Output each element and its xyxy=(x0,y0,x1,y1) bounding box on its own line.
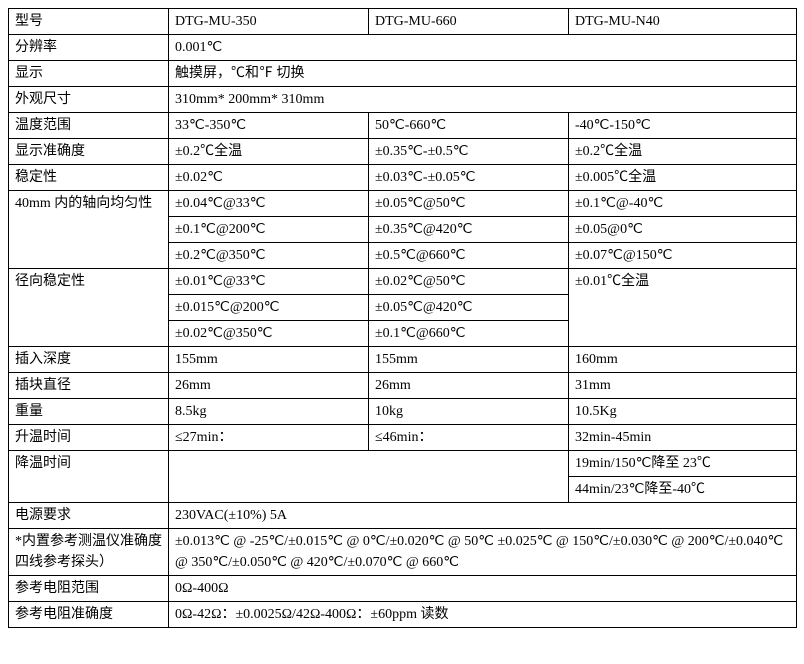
cell: 0Ω-400Ω xyxy=(169,576,797,602)
cell: ±0.02℃@350℃ xyxy=(169,321,369,347)
cell: 32min-45min xyxy=(569,425,797,451)
cell: 10.5Kg xyxy=(569,399,797,425)
table-row: 插块直径 26mm 26mm 31mm xyxy=(9,373,797,399)
cell: ±0.5℃@660℃ xyxy=(369,243,569,269)
cell: 10kg xyxy=(369,399,569,425)
cell: ±0.05@0℃ xyxy=(569,217,797,243)
cell: 触摸屏，℃和℉ 切换 xyxy=(169,61,797,87)
cell: -40℃-150℃ xyxy=(569,113,797,139)
table-row: 电源要求 230VAC(±10%) 5A xyxy=(9,503,797,529)
table-row: 温度范围 33℃-350℃ 50℃-660℃ -40℃-150℃ xyxy=(9,113,797,139)
label-ref-resistance-range: 参考电阻范围 xyxy=(9,576,169,602)
cell xyxy=(169,451,569,503)
table-row: 降温时间 19min/150℃降至 23℃ xyxy=(9,451,797,477)
label-cooling-time: 降温时间 xyxy=(9,451,169,503)
label-heating-time: 升温时间 xyxy=(9,425,169,451)
cell: 0.001℃ xyxy=(169,35,797,61)
label-radial-stability: 径向稳定性 xyxy=(9,269,169,347)
cell: 26mm xyxy=(369,373,569,399)
label-axial-uniformity: 40mm 内的轴向均匀性 xyxy=(9,191,169,269)
cell: ±0.015℃@200℃ xyxy=(169,295,369,321)
label-power: 电源要求 xyxy=(9,503,169,529)
cell: ±0.01℃全温 xyxy=(569,269,797,347)
cell: ≤27min： xyxy=(169,425,369,451)
label-ref-probe: *内置参考测温仪准确度四线参考探头） xyxy=(9,529,169,576)
spec-table: 型号 DTG-MU-350 DTG-MU-660 DTG-MU-N40 分辨率 … xyxy=(8,8,797,628)
cell: ±0.02℃ xyxy=(169,165,369,191)
cell: 310mm* 200mm* 310mm xyxy=(169,87,797,113)
label-stability: 稳定性 xyxy=(9,165,169,191)
cell: 160mm xyxy=(569,347,797,373)
table-row: 显示准确度 ±0.2℃全温 ±0.35℃-±0.5℃ ±0.2℃全温 xyxy=(9,139,797,165)
cell: ±0.07℃@150℃ xyxy=(569,243,797,269)
cell: 230VAC(±10%) 5A xyxy=(169,503,797,529)
cell: ±0.35℃-±0.5℃ xyxy=(369,139,569,165)
cell: ±0.35℃@420℃ xyxy=(369,217,569,243)
cell: DTG-MU-N40 xyxy=(569,9,797,35)
cell: ±0.2℃全温 xyxy=(169,139,369,165)
table-row: 40mm 内的轴向均匀性 ±0.04℃@33℃ ±0.05℃@50℃ ±0.1℃… xyxy=(9,191,797,217)
table-row: 参考电阻范围 0Ω-400Ω xyxy=(9,576,797,602)
table-row: 分辨率 0.001℃ xyxy=(9,35,797,61)
table-row: 显示 触摸屏，℃和℉ 切换 xyxy=(9,61,797,87)
cell: ±0.1℃@-40℃ xyxy=(569,191,797,217)
label-ref-resistance-accuracy: 参考电阻准确度 xyxy=(9,602,169,628)
cell: ±0.005℃全温 xyxy=(569,165,797,191)
label-block-diameter: 插块直径 xyxy=(9,373,169,399)
table-row: 稳定性 ±0.02℃ ±0.03℃-±0.05℃ ±0.005℃全温 xyxy=(9,165,797,191)
label-resolution: 分辨率 xyxy=(9,35,169,61)
label-weight: 重量 xyxy=(9,399,169,425)
table-row: *内置参考测温仪准确度四线参考探头） ±0.013℃ @ -25℃/±0.015… xyxy=(9,529,797,576)
cell: 26mm xyxy=(169,373,369,399)
label-display: 显示 xyxy=(9,61,169,87)
table-row: 参考电阻准确度 0Ω-42Ω：±0.0025Ω/42Ω-400Ω：±60ppm … xyxy=(9,602,797,628)
cell: DTG-MU-660 xyxy=(369,9,569,35)
cell: ±0.2℃全温 xyxy=(569,139,797,165)
cell: 155mm xyxy=(169,347,369,373)
cell: 8.5kg xyxy=(169,399,369,425)
cell: 0Ω-42Ω：±0.0025Ω/42Ω-400Ω：±60ppm 读数 xyxy=(169,602,797,628)
table-row: 重量 8.5kg 10kg 10.5Kg xyxy=(9,399,797,425)
label-insertion-depth: 插入深度 xyxy=(9,347,169,373)
cell: ≤46min： xyxy=(369,425,569,451)
cell: ±0.013℃ @ -25℃/±0.015℃ @ 0℃/±0.020℃ @ 50… xyxy=(169,529,797,576)
table-row: 插入深度 155mm 155mm 160mm xyxy=(9,347,797,373)
cell: DTG-MU-350 xyxy=(169,9,369,35)
table-row: 升温时间 ≤27min： ≤46min： 32min-45min xyxy=(9,425,797,451)
cell: ±0.02℃@50℃ xyxy=(369,269,569,295)
cell: ±0.05℃@50℃ xyxy=(369,191,569,217)
cell: ±0.2℃@350℃ xyxy=(169,243,369,269)
cell: ±0.03℃-±0.05℃ xyxy=(369,165,569,191)
cell: ±0.01℃@33℃ xyxy=(169,269,369,295)
table-row: 外观尺寸 310mm* 200mm* 310mm xyxy=(9,87,797,113)
table-row: 径向稳定性 ±0.01℃@33℃ ±0.02℃@50℃ ±0.01℃全温 xyxy=(9,269,797,295)
label-temperature-range: 温度范围 xyxy=(9,113,169,139)
table-row: 型号 DTG-MU-350 DTG-MU-660 DTG-MU-N40 xyxy=(9,9,797,35)
cell: 33℃-350℃ xyxy=(169,113,369,139)
label-model: 型号 xyxy=(9,9,169,35)
cell: ±0.04℃@33℃ xyxy=(169,191,369,217)
cell: 155mm xyxy=(369,347,569,373)
label-display-accuracy: 显示准确度 xyxy=(9,139,169,165)
label-dimensions: 外观尺寸 xyxy=(9,87,169,113)
cell: ±0.05℃@420℃ xyxy=(369,295,569,321)
cell: ±0.1℃@200℃ xyxy=(169,217,369,243)
cell: 31mm xyxy=(569,373,797,399)
cell: ±0.1℃@660℃ xyxy=(369,321,569,347)
cell: 19min/150℃降至 23℃ xyxy=(569,451,797,477)
cell: 50℃-660℃ xyxy=(369,113,569,139)
cell: 44min/23℃降至-40℃ xyxy=(569,477,797,503)
